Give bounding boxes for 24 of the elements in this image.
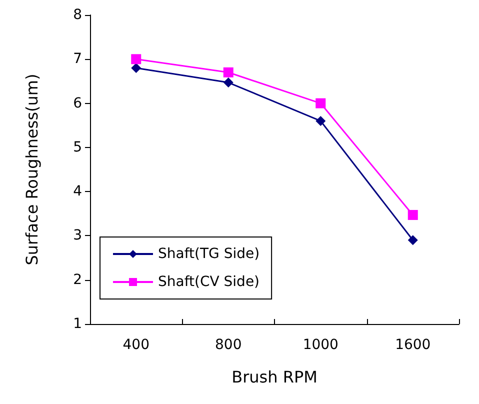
legend-label: Shaft(TG Side) [158,246,260,262]
point [223,67,234,78]
x-tick-label: 400 [122,337,150,353]
y-tick-label: 1 [73,316,82,332]
y-tick-label: 6 [73,95,82,112]
point [408,235,418,246]
y-tick-label: 4 [73,184,82,200]
x-tick-label: 1600 [395,337,431,353]
point [131,54,142,64]
y-tick-label: 3 [73,228,82,244]
point [408,210,418,220]
x-axis-title: Brush RPM [232,368,318,386]
legend-label: Shaft(CV Side) [158,274,260,290]
point [316,116,326,126]
x-tick-label: 800 [215,337,242,353]
point [131,62,142,73]
y-tick-label: 5 [73,139,82,156]
x-tick-label: 1000 [302,337,338,353]
point [223,78,234,88]
point [316,98,326,108]
y-tick-label: 2 [73,272,82,288]
y-axis-title: Surface Roughness(um) [22,74,42,266]
y-tick-label: 7 [73,51,82,68]
y-tick-label: 8 [73,7,82,23]
